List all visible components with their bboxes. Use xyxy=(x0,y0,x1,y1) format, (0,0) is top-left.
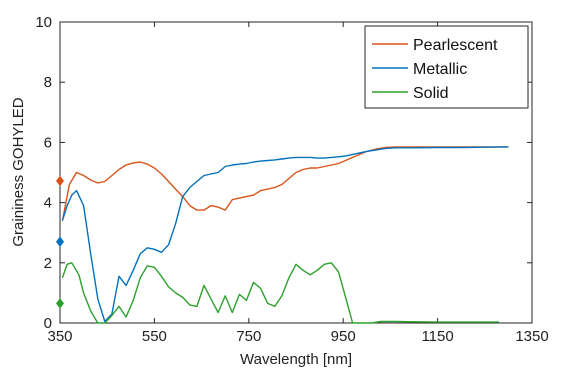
diamond-marker-metallic xyxy=(56,236,64,248)
x-tick-label: 550 xyxy=(142,328,167,345)
x-tick-label: 350 xyxy=(47,328,72,345)
y-tick-label: 0 xyxy=(44,315,52,332)
legend: Pearlescent Metallic Solid xyxy=(364,25,529,109)
y-tick-label: 2 xyxy=(44,255,52,272)
y-tick-label: 8 xyxy=(44,74,52,91)
legend-label-solid: Solid xyxy=(413,85,449,102)
diamond-marker-pearlescent xyxy=(56,175,64,187)
series-line-solid xyxy=(61,262,499,324)
y-axis-label: Graininess GOHYLED xyxy=(10,97,27,246)
x-tick-label: 1350 xyxy=(515,328,548,345)
series-line-pearlescent xyxy=(61,146,509,221)
y-tick-label: 4 xyxy=(44,195,52,212)
legend-label-metallic: Metallic xyxy=(413,61,467,78)
x-tick-label: 750 xyxy=(236,328,261,345)
x-axis-label: Wavelength [nm] xyxy=(240,351,352,368)
series-layer xyxy=(61,146,509,324)
x-tick-label: 1150 xyxy=(421,328,453,345)
series-line-metallic xyxy=(61,146,509,323)
x-tick-label: 950 xyxy=(331,328,356,345)
ticks: 350 550 750 950 1150 1350 0 2 4 6 8 10 xyxy=(35,14,548,345)
y-tick-label: 10 xyxy=(35,14,52,31)
legend-label-pearlescent: Pearlescent xyxy=(413,37,498,54)
legend-box xyxy=(364,25,529,109)
diamond-marker-solid xyxy=(56,298,64,309)
markers-layer xyxy=(56,175,64,309)
y-tick-label: 6 xyxy=(44,134,52,151)
